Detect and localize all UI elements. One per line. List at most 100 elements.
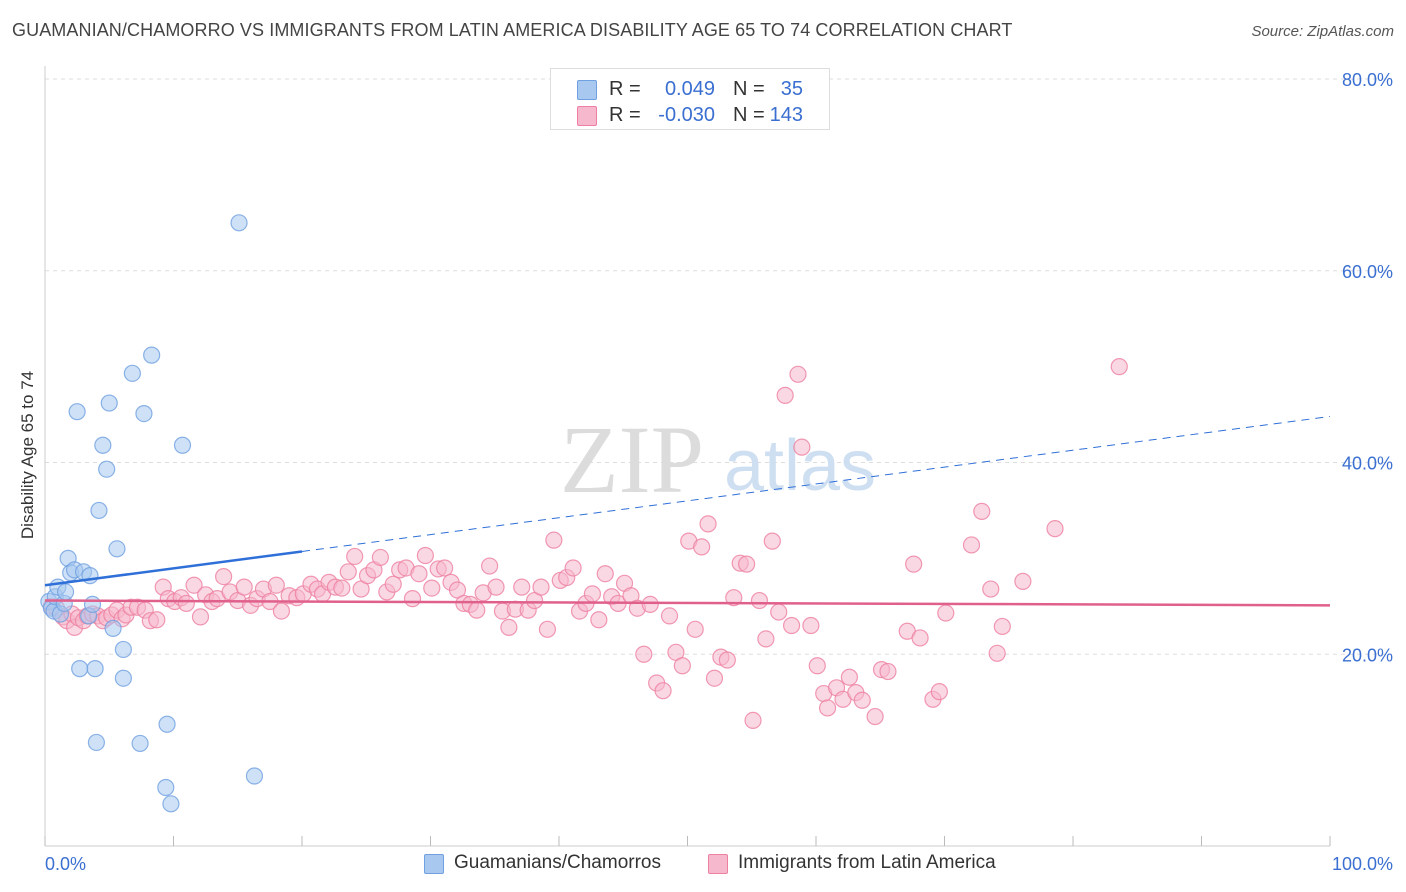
point-guamanian — [90, 501, 108, 520]
point-latin-america — [930, 683, 948, 701]
point-latin-america — [776, 386, 794, 404]
point-latin-america — [416, 546, 434, 565]
point-latin-america — [673, 657, 691, 675]
point-latin-america — [725, 589, 743, 607]
point-latin-america — [782, 616, 801, 635]
point-guamanian — [131, 734, 149, 753]
point-latin-america — [802, 616, 820, 635]
point-latin-america — [1110, 358, 1128, 376]
legend-n-value: 143 — [769, 104, 803, 126]
point-latin-america — [982, 580, 1000, 598]
legend-n-label: N = — [733, 104, 765, 126]
chart-source: Source: ZipAtlas.com — [1251, 23, 1394, 40]
point-latin-america — [148, 611, 166, 629]
point-latin-america — [235, 578, 253, 596]
point-latin-america — [988, 644, 1006, 662]
point-latin-america — [641, 595, 659, 613]
legend-r-label: R = — [609, 78, 641, 100]
point-latin-america — [840, 668, 859, 686]
legend-swatch-latin-america — [577, 106, 597, 126]
bottom-legend-label: Guamanians/Chamorros — [454, 852, 661, 873]
bottom-legend-swatch-latin-america — [708, 854, 728, 874]
watermark: ZIP atlas — [560, 406, 876, 513]
point-latin-america — [1014, 572, 1032, 590]
point-latin-america — [191, 608, 210, 626]
point-guamanian — [123, 364, 141, 382]
y-tick-label: 40.0% — [1342, 454, 1393, 474]
point-latin-america — [635, 645, 653, 663]
point-latin-america — [339, 563, 357, 581]
point-guamanian — [83, 595, 102, 613]
correlation-legend: R = 0.049 N = 35 R = -0.030 N = 143 — [550, 68, 830, 130]
point-latin-america — [185, 576, 203, 594]
point-latin-america — [973, 502, 991, 520]
trend-lines — [44, 415, 1331, 607]
bottom-legend-label: Immigrants from Latin America — [738, 852, 996, 873]
point-latin-america — [564, 559, 582, 577]
point-latin-america — [808, 657, 826, 675]
x-tick-label: 100.0% — [1332, 854, 1393, 874]
point-latin-america — [770, 603, 788, 621]
point-latin-america — [596, 565, 614, 583]
point-latin-america — [403, 590, 422, 608]
point-latin-america — [423, 579, 441, 597]
point-guamanian — [104, 619, 122, 637]
point-latin-america — [532, 578, 550, 596]
legend-swatch-guamanian — [577, 80, 597, 100]
point-guamanian — [86, 660, 104, 678]
y-tick-label: 60.0% — [1342, 262, 1393, 282]
point-guamanian — [157, 778, 175, 797]
point-guamanian — [87, 733, 106, 752]
point-latin-america — [436, 559, 454, 577]
point-latin-america — [693, 538, 711, 556]
point-latin-america — [757, 630, 775, 648]
point-guamanian — [56, 583, 75, 601]
watermark-atlas: atlas — [724, 426, 876, 506]
point-latin-america — [866, 707, 884, 726]
point-latin-america — [818, 699, 837, 717]
point-guamanian — [114, 640, 132, 659]
point-latin-america — [500, 618, 518, 637]
point-guamanian — [143, 346, 161, 364]
point-latin-america — [744, 711, 762, 730]
point-latin-america — [538, 620, 557, 638]
point-latin-america — [215, 567, 233, 586]
point-latin-america — [487, 578, 505, 596]
point-guamanian — [68, 403, 86, 421]
point-latin-america — [789, 365, 807, 383]
point-latin-america — [738, 555, 756, 573]
point-latin-america — [513, 578, 531, 596]
chart-title: GUAMANIAN/CHAMORRO VS IMMIGRANTS FROM LA… — [12, 20, 1013, 40]
point-latin-america — [267, 576, 285, 594]
point-guamanian — [100, 394, 118, 412]
point-latin-america — [384, 575, 402, 593]
point-latin-america — [763, 532, 781, 550]
point-guamanian — [71, 660, 89, 678]
watermark-zip: ZIP — [560, 406, 704, 513]
point-guamanian — [98, 460, 116, 478]
point-latin-america — [879, 662, 897, 681]
legend-n-label: N = — [733, 78, 765, 100]
point-latin-america — [583, 585, 602, 603]
point-latin-america — [333, 579, 351, 597]
point-latin-america — [371, 548, 389, 567]
legend-row-guamanian: R = 0.049 N = 35 — [551, 76, 829, 100]
point-guamanian — [162, 795, 180, 813]
point-latin-america — [905, 555, 923, 573]
data-points — [40, 214, 1128, 813]
point-guamanian — [245, 767, 264, 785]
point-guamanian — [158, 715, 176, 733]
point-latin-america — [660, 607, 679, 625]
y-axis-label: Disability Age 65 to 74 — [18, 370, 37, 540]
point-latin-america — [699, 515, 717, 533]
point-latin-america — [750, 591, 769, 610]
y-tick-label: 80.0% — [1342, 70, 1393, 90]
point-guamanian — [94, 436, 112, 454]
legend-r-value: 0.049 — [664, 78, 715, 100]
legend-row-latin-america: R = -0.030 N = 143 — [551, 102, 829, 126]
point-latin-america — [911, 629, 929, 647]
trendline-guamanian-solid — [44, 550, 303, 587]
legend-n-value: 35 — [780, 78, 803, 100]
axes — [44, 66, 1331, 847]
point-latin-america — [545, 531, 563, 549]
